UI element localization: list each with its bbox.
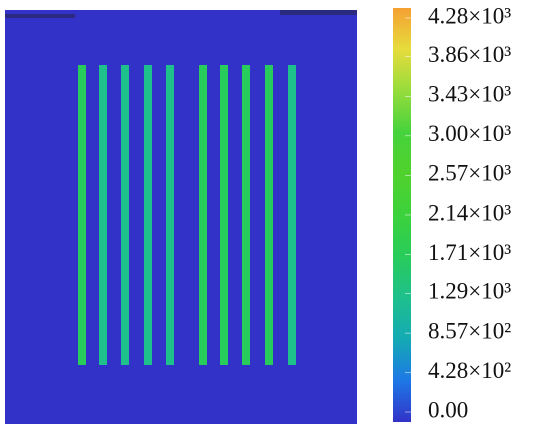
stripe [78, 65, 86, 365]
colorbar-tick-label: 3.00×10³ [428, 121, 511, 146]
colorbar-tick-label: 4.28×10³ [428, 3, 511, 28]
heatmap-strip [5, 14, 75, 18]
stripe [144, 65, 152, 365]
colorbar-tick-label: 2.57×10³ [428, 161, 511, 186]
stripe [99, 65, 107, 365]
stripe [265, 65, 273, 365]
stripe [242, 65, 250, 365]
colorbar-tick-label: 8.57×10² [428, 318, 511, 343]
stripe [288, 65, 296, 365]
colorbar-tick-label: 0.00 [428, 397, 468, 422]
stripe [199, 65, 207, 365]
colorbar-tick-label: 2.14×10³ [428, 200, 511, 225]
colorbar-tick-label: 1.71×10³ [428, 240, 511, 265]
colorbar-tick-label: 1.29×10³ [428, 279, 511, 304]
heatmap-strip [280, 10, 357, 15]
stripe [220, 65, 228, 365]
colorbar-tick-label: 3.43×10³ [428, 82, 511, 107]
colorbar-tick-label: 4.28×10² [428, 358, 511, 383]
colorbar [393, 8, 411, 422]
stripe [166, 65, 174, 365]
colorbar-tick-label: 3.86×10³ [428, 42, 511, 67]
heatmap-background [5, 10, 357, 424]
stripe [121, 65, 129, 365]
